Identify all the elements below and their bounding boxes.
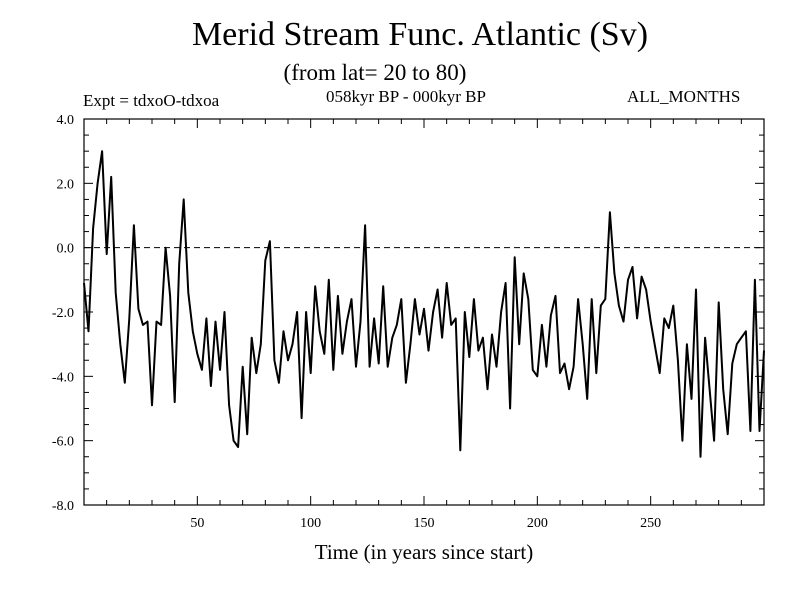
chart-subtitle: (from lat= 20 to 80) bbox=[283, 60, 467, 85]
period-label: 058kyr BP - 000kyr BP bbox=[326, 87, 486, 106]
x-tick-label: 50 bbox=[190, 516, 204, 531]
chart-title: Merid Stream Func. Atlantic (Sv) bbox=[191, 16, 649, 53]
x-tick-label: 200 bbox=[527, 516, 548, 531]
series-line bbox=[83, 150, 765, 458]
x-axis-label: Time (in years since start) bbox=[314, 540, 534, 564]
axis-ticks bbox=[84, 119, 764, 505]
x-tick-label: 150 bbox=[414, 516, 435, 531]
x-tick-label: 250 bbox=[640, 516, 661, 531]
y-tick-label: -6.0 bbox=[52, 435, 74, 450]
y-tick-label: 0.0 bbox=[57, 242, 75, 257]
x-tick-label: 100 bbox=[300, 516, 321, 531]
y-tick-label: -2.0 bbox=[52, 306, 74, 321]
y-tick-label: -8.0 bbox=[52, 499, 74, 514]
months-label: ALL_MONTHS bbox=[627, 87, 741, 106]
experiment-label: Expt = tdxoO-tdxoa bbox=[83, 91, 220, 110]
tick-labels: 50 100 150 200 250 4.0 2.0 0.0 -2.0 -4.0 -6.0 -8.0 bbox=[52, 113, 661, 531]
y-tick-label: 4.0 bbox=[57, 113, 75, 128]
y-tick-label: -4.0 bbox=[52, 370, 74, 385]
y-tick-label: 2.0 bbox=[57, 177, 75, 192]
